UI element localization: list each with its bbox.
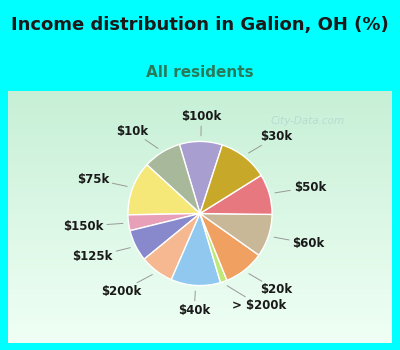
Text: $100k: $100k bbox=[181, 110, 221, 136]
Text: $150k: $150k bbox=[63, 219, 123, 233]
Text: City-Data.com: City-Data.com bbox=[270, 116, 344, 126]
Wedge shape bbox=[147, 145, 200, 214]
Wedge shape bbox=[180, 141, 222, 214]
Text: $20k: $20k bbox=[249, 274, 292, 296]
Wedge shape bbox=[200, 175, 272, 215]
Wedge shape bbox=[200, 214, 259, 280]
Wedge shape bbox=[200, 145, 261, 214]
Wedge shape bbox=[171, 214, 220, 286]
Text: All residents: All residents bbox=[146, 65, 254, 80]
Text: $50k: $50k bbox=[275, 181, 326, 194]
Text: $75k: $75k bbox=[77, 173, 127, 187]
Text: $125k: $125k bbox=[73, 248, 130, 264]
Text: $30k: $30k bbox=[248, 130, 292, 153]
Text: $40k: $40k bbox=[178, 291, 210, 317]
Wedge shape bbox=[128, 214, 200, 231]
Wedge shape bbox=[200, 214, 227, 282]
Text: Income distribution in Galion, OH (%): Income distribution in Galion, OH (%) bbox=[11, 16, 389, 35]
Text: > $200k: > $200k bbox=[227, 286, 286, 312]
Wedge shape bbox=[130, 214, 200, 259]
Text: $200k: $200k bbox=[101, 275, 152, 298]
Wedge shape bbox=[128, 165, 200, 215]
Text: $10k: $10k bbox=[116, 125, 158, 148]
Wedge shape bbox=[200, 214, 272, 255]
Text: $60k: $60k bbox=[274, 237, 325, 250]
Wedge shape bbox=[144, 214, 200, 280]
